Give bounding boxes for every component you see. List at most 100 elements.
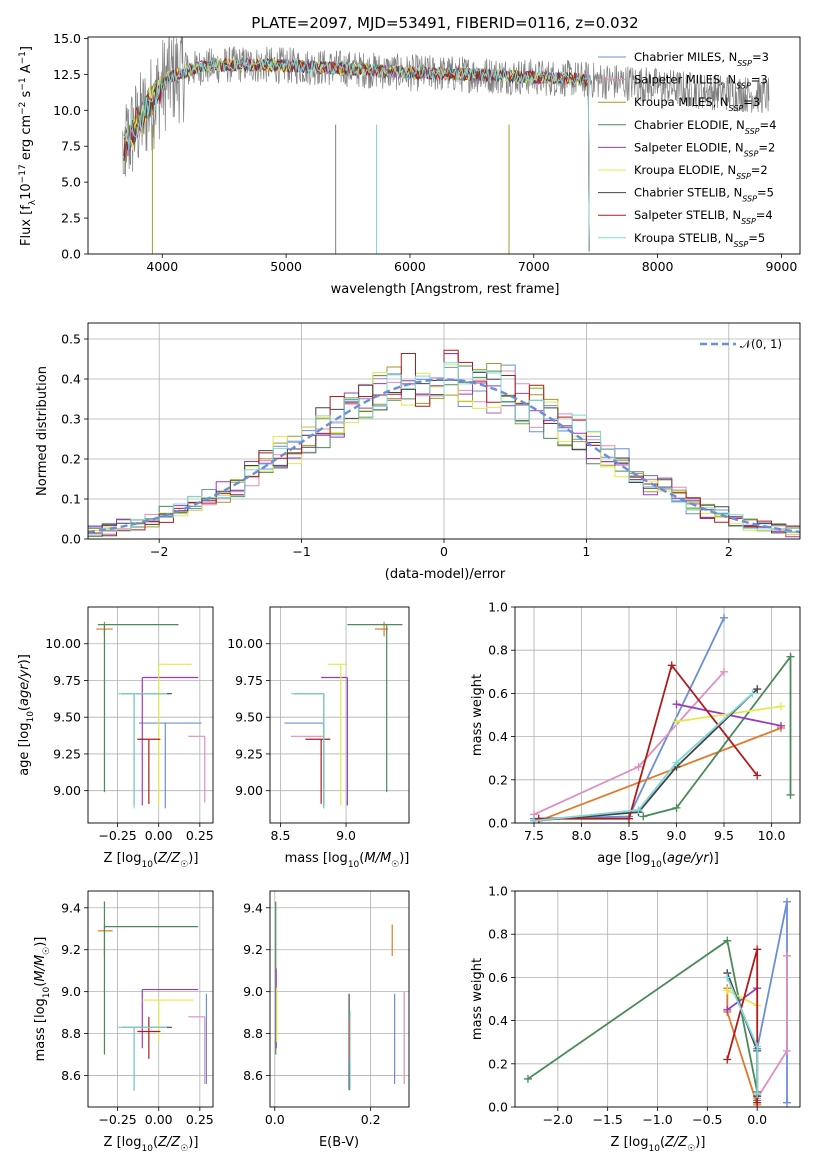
figure-title: PLATE=2097, MJD=53491, FIBERID=0116, z=0… — [251, 14, 638, 32]
y-tick-label: 8.6 — [61, 1068, 81, 1083]
y-tick-label: 0.5 — [61, 332, 81, 347]
weight-marker — [672, 717, 681, 726]
x-tick-label: 0 — [440, 544, 448, 559]
y-tick-label: 0.2 — [488, 772, 508, 787]
y-tick-label: 10.00 — [227, 636, 263, 651]
age-vs-metallicity-chart: −0.25 0.00 0.25 9.00 9.25 9.50 9.75 10.00 Z [log… — [17, 606, 214, 870]
plot-area — [530, 613, 795, 823]
axes: 8.5 9.0 9.00 9.25 9.50 9.75 10.00 — [227, 607, 409, 843]
weight-line — [643, 654, 792, 818]
legend-label: Kroupa ELODIE, NSSP=2 — [634, 163, 768, 181]
weight-marker — [753, 945, 762, 954]
mass-vs-ebv-chart: 0.0 0.2 8.6 8.8 9.0 9.2 9.4 E(B-V) — [243, 890, 410, 1150]
weight-marker — [667, 661, 676, 670]
weight-marker — [748, 689, 757, 698]
error-bar-point — [120, 1026, 172, 1091]
x-axis-label: Z [log10(Z/Z☉)] — [611, 1135, 706, 1154]
x-tick-label: −2 — [150, 544, 168, 559]
weight-marker — [786, 790, 795, 799]
error-bar-point — [188, 1016, 206, 1084]
error-bar-point — [141, 676, 199, 806]
y-tick-label: 0.4 — [488, 1013, 508, 1028]
axes-frame — [87, 322, 801, 540]
error-bar-point — [290, 735, 325, 803]
y-tick-label: 0.2 — [61, 452, 81, 467]
weight-marker — [634, 806, 643, 815]
x-tick-label: 9.0 — [336, 828, 356, 843]
plot-area — [97, 901, 208, 1091]
axes: 4000 5000 6000 7000 8000 9000 0.0 2.5 5.0 7.5 10.0… — [53, 31, 797, 274]
legend-label: Kroupa MILES, NSSP=3 — [634, 95, 760, 113]
axes: −0.25 0.00 0.25 8.6 8.8 9.0 9.2 9.4 — [61, 891, 214, 1127]
error-bar-point — [117, 1026, 167, 1091]
error-bar-point — [188, 735, 206, 803]
y-axis-label: mass weight — [470, 958, 485, 1040]
weight-marker — [753, 1090, 762, 1099]
plot-area — [122, 37, 770, 254]
x-axis-label: mass [log10(M/M☉)] — [285, 851, 410, 870]
plot-area — [96, 621, 206, 809]
weight-marker — [672, 700, 681, 709]
x-tick-label: 0.25 — [186, 1112, 214, 1127]
x-tick-label: 10.0 — [758, 828, 786, 843]
x-tick-label: 8.0 — [572, 828, 592, 843]
x-tick-label: 7.5 — [524, 828, 544, 843]
x-tick-label: 9.5 — [714, 828, 734, 843]
weight-marker — [639, 812, 648, 821]
x-tick-label: −1 — [292, 544, 310, 559]
x-tick-label: 6000 — [394, 259, 426, 274]
y-tick-label: 0.0 — [61, 247, 81, 262]
residual-histogram-chart: −2 −1 0 1 2 0.0 0.1 0.2 0.3 0.4 0.5 (data-model)/er… — [35, 322, 801, 582]
x-tick-label: −0.25 — [98, 1112, 136, 1127]
legend-label: Kroupa STELIB, NSSP=5 — [634, 231, 765, 249]
error-bar-point — [347, 624, 403, 793]
y-tick-label: 10.00 — [45, 636, 81, 651]
weight-line — [726, 989, 758, 1007]
y-tick-label: 2.5 — [61, 211, 81, 226]
x-tick-label: −1.0 — [642, 1112, 672, 1127]
x-tick-label: 4000 — [146, 259, 178, 274]
axes-frame — [269, 606, 410, 824]
weight-marker — [753, 685, 762, 694]
y-tick-label: 9.2 — [243, 942, 263, 957]
weight-series — [530, 685, 762, 823]
weight-series — [530, 689, 757, 823]
y-axis-label: Normed distribution — [35, 366, 50, 496]
y-tick-label: 8.8 — [61, 1026, 81, 1041]
weight-marker — [753, 1098, 762, 1107]
x-tick-label: −0.25 — [98, 828, 136, 843]
y-tick-label: 0.1 — [61, 492, 81, 507]
weight-series — [753, 951, 792, 1103]
plot-area — [275, 901, 405, 1091]
y-tick-label: 0.3 — [61, 412, 81, 427]
y-tick-label: 9.0 — [243, 984, 263, 999]
x-tick-label: 0.0 — [747, 1112, 767, 1127]
legend: Chabrier MILES, NSSP=3 Salpeter MILES, NS… — [598, 50, 776, 248]
y-tick-label: 9.50 — [235, 710, 263, 725]
y-axis-label: mass weight — [470, 674, 485, 756]
error-bar-point — [290, 693, 325, 809]
x-tick-label: 7000 — [518, 259, 550, 274]
weight-marker — [723, 986, 732, 995]
y-axis-label: mass [log10(M/M☉)] — [33, 937, 52, 1062]
legend-label: Chabrier STELIB, NSSP=5 — [634, 186, 774, 204]
y-tick-label: 9.25 — [53, 746, 81, 761]
weight-marker — [672, 803, 681, 812]
weight-marker — [783, 1098, 792, 1107]
weight-marker — [783, 951, 792, 960]
weight-series — [534, 723, 785, 823]
axes-frame — [87, 36, 801, 255]
weight-line — [726, 977, 759, 1094]
x-tick-label: 2 — [725, 544, 733, 559]
y-tick-label: 9.2 — [61, 942, 81, 957]
error-bar-point — [327, 663, 348, 806]
x-axis-label: E(B-V) — [319, 1135, 359, 1150]
weight-marker — [625, 814, 633, 823]
weight-marker — [777, 721, 785, 730]
y-tick-label: 0.0 — [61, 532, 81, 547]
weight-marker — [634, 762, 643, 771]
weight-marker — [723, 1005, 732, 1014]
x-tick-label: 0.00 — [145, 828, 173, 843]
y-tick-label: 9.50 — [53, 710, 81, 725]
